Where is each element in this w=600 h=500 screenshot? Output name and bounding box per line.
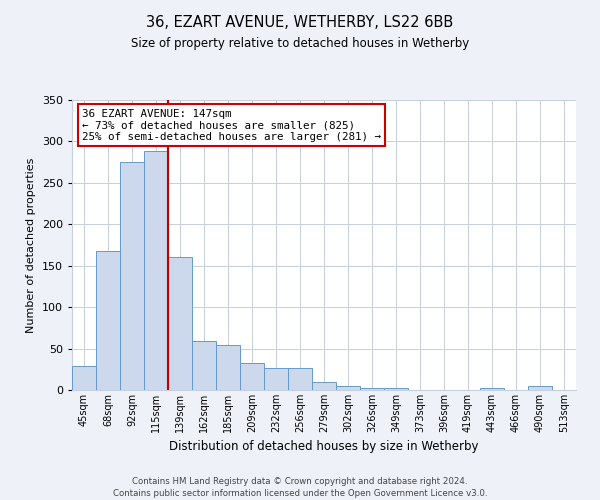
Bar (312, 382, 336, 390)
Text: Contains HM Land Registry data © Crown copyright and database right 2024.: Contains HM Land Registry data © Crown c… (132, 478, 468, 486)
Bar (120, 162, 144, 390)
Bar (360, 388, 384, 390)
Bar (216, 346, 240, 390)
Text: 36 EZART AVENUE: 147sqm
← 73% of detached houses are smaller (825)
25% of semi-d: 36 EZART AVENUE: 147sqm ← 73% of detache… (82, 108, 381, 142)
Bar (192, 341, 216, 390)
Text: Size of property relative to detached houses in Wetherby: Size of property relative to detached ho… (131, 38, 469, 51)
Text: 36, EZART AVENUE, WETHERBY, LS22 6BB: 36, EZART AVENUE, WETHERBY, LS22 6BB (146, 15, 454, 30)
Bar (336, 386, 360, 390)
Bar (264, 368, 288, 390)
Y-axis label: Number of detached properties: Number of detached properties (26, 158, 36, 332)
Bar (72, 366, 96, 390)
Bar (168, 256, 192, 390)
X-axis label: Distribution of detached houses by size in Wetherby: Distribution of detached houses by size … (169, 440, 479, 454)
Bar (528, 386, 552, 390)
Bar (144, 152, 168, 390)
Bar (288, 368, 312, 390)
Bar (480, 388, 504, 390)
Bar (96, 251, 120, 390)
Bar (240, 362, 264, 390)
Text: Contains public sector information licensed under the Open Government Licence v3: Contains public sector information licen… (113, 489, 487, 498)
Bar (384, 388, 408, 390)
